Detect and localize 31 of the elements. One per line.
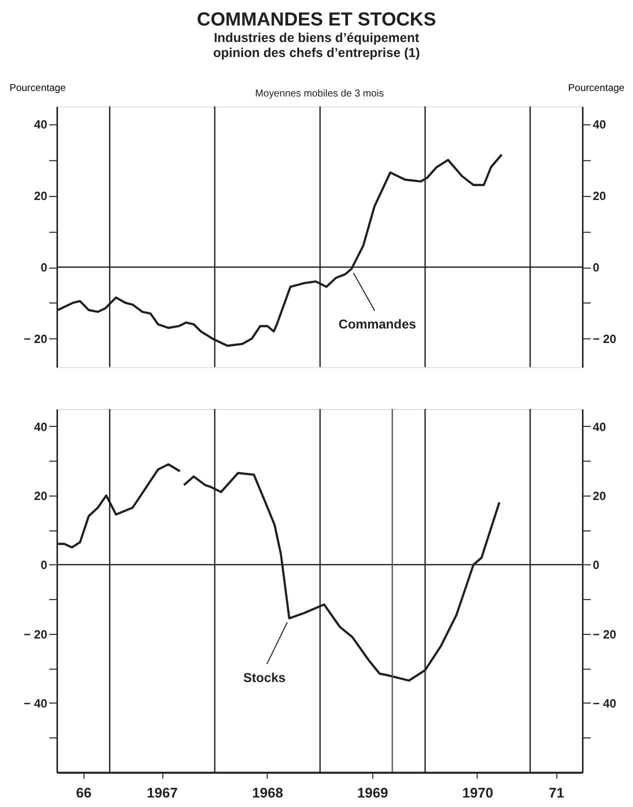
x-tick-label: 1969 [357, 784, 388, 801]
y2-tick-label: 40 [592, 420, 606, 434]
y2-tick-label: 20 [592, 488, 606, 503]
x-tick-label: 71 [548, 784, 565, 801]
y-tick-label: − 20 [24, 332, 48, 346]
y-tick-label: 20 [34, 488, 48, 503]
y-tick-label: 40 [34, 420, 48, 434]
y-tick-label: 40 [34, 118, 48, 132]
chart-title: COMMANDES ET STOCKS [196, 9, 436, 30]
x-tick-label: 66 [76, 784, 92, 801]
y-tick-label: 0 [40, 558, 48, 572]
y2-tick-label: 20 [592, 189, 606, 204]
y-axis-title: Pourcentage [9, 82, 66, 94]
y2-tick-label: 0 [592, 558, 600, 572]
y-tick-label: 0 [40, 260, 48, 275]
y2-tick-label: − 20 [592, 627, 617, 642]
y2-tick-label: 40 [592, 118, 606, 132]
y2-tick-label: 0 [592, 260, 600, 275]
text: Moyennes mobiles de 3 mois [255, 88, 384, 100]
chart-subtitle: Industries de biens d’équipement opinion des chefs d’entreprise (1) [213, 30, 420, 60]
y-tick-label: − 20 [24, 627, 48, 642]
y2-tick-label: − 20 [592, 332, 617, 346]
y2-axis-title: Pourcentage [568, 82, 626, 94]
y-tick-label: − 40 [24, 696, 48, 711]
annotation: Commandes [338, 316, 416, 332]
x-tick-label: 1967 [146, 784, 178, 801]
y2-tick-label: − 40 [592, 696, 617, 711]
x-tick-label: 1968 [252, 784, 284, 801]
annotation: Stocks [243, 670, 286, 685]
y-tick-label: 20 [34, 189, 48, 204]
x-tick-label: 1970 [462, 784, 494, 801]
